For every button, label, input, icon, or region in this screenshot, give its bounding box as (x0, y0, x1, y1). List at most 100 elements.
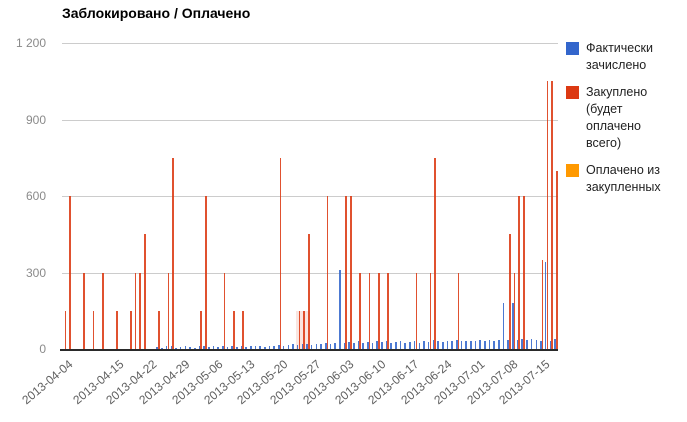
bar-fact-2013-06-17[interactable] (409, 341, 411, 349)
bar-fact-2013-05-28[interactable] (315, 344, 318, 349)
bar-purchased-2013-04-27[interactable] (172, 157, 174, 350)
bar-fact-2013-07-10[interactable] (516, 340, 519, 349)
bar-purchased-2013-06-08[interactable] (368, 272, 371, 349)
bar-fact-2013-06-07[interactable] (362, 342, 364, 349)
bar-purchased-2013-07-16[interactable] (546, 81, 549, 350)
bar-fact-2013-07-04[interactable] (488, 340, 491, 349)
bar-purchased-2013-04-24[interactable] (158, 310, 160, 350)
bar-fact-2013-06-08[interactable] (367, 341, 369, 349)
bar-purchased-2013-05-04[interactable] (204, 196, 207, 349)
bar-fact-2013-06-14[interactable] (395, 341, 397, 349)
bar-fact-2013-05-09[interactable] (226, 347, 229, 349)
bar-purchased-2013-05-10[interactable] (233, 310, 235, 350)
bar-fact-2013-05-01[interactable] (189, 347, 191, 349)
bar-fact-2013-07-11[interactable] (521, 338, 524, 349)
bar-fact-2013-06-05[interactable] (353, 342, 355, 349)
bar-purchased-2013-06-03[interactable] (345, 196, 347, 349)
bar-fact-2013-05-23[interactable] (292, 344, 294, 349)
bar-fact-2013-06-25[interactable] (446, 340, 449, 349)
bar-fact-2013-07-16[interactable] (544, 262, 547, 349)
bar-fact-2013-06-16[interactable] (404, 342, 407, 349)
bar-fact-2013-05-11[interactable] (236, 347, 238, 349)
bar-fact-2013-07-01[interactable] (474, 340, 477, 349)
bar-fact-2013-04-24[interactable] (156, 347, 159, 349)
bar-purchased-2013-05-26[interactable] (307, 234, 310, 350)
bar-purchased-2013-06-06[interactable] (359, 272, 361, 349)
bar-purchased-2013-07-09[interactable] (513, 272, 516, 349)
bar-fact-2013-04-29[interactable] (179, 347, 182, 349)
bar-fact-2013-06-01[interactable] (334, 343, 336, 349)
bar-fact-2013-07-08[interactable] (507, 340, 510, 349)
bar-fact-2013-05-16[interactable] (259, 346, 262, 349)
bar-fact-2013-05-27[interactable] (310, 345, 313, 349)
bar-fact-2013-04-30[interactable] (184, 346, 187, 349)
bar-fact-2013-07-12[interactable] (526, 340, 528, 349)
bar-fact-2013-06-23[interactable] (437, 341, 439, 349)
bar-purchased-2013-06-27[interactable] (457, 272, 460, 349)
bar-fact-2013-05-14[interactable] (250, 346, 252, 349)
bar-fact-2013-06-10[interactable] (376, 341, 378, 349)
bar-purchased-2013-04-15[interactable] (116, 310, 118, 350)
bar-fact-2013-07-14[interactable] (535, 340, 538, 349)
bar-fact-2013-05-04[interactable] (203, 345, 205, 349)
bar-fact-2013-05-12[interactable] (240, 346, 243, 349)
bar-fact-2013-07-15[interactable] (540, 341, 542, 349)
bar-fact-2013-06-15[interactable] (399, 341, 402, 349)
bar-fact-2013-05-13[interactable] (245, 347, 247, 349)
bar-purchased-2013-05-03[interactable] (200, 310, 202, 350)
bar-purchased-2013-04-10[interactable] (92, 310, 95, 350)
bar-purchased-2013-07-17[interactable] (551, 81, 553, 350)
bar-fact-2013-05-17[interactable] (264, 347, 266, 349)
bar-fact-2013-05-20[interactable] (278, 345, 280, 349)
bar-fact-2013-05-29[interactable] (320, 343, 322, 349)
bar-purchased-2013-05-30[interactable] (326, 196, 329, 349)
bar-fact-2013-04-27[interactable] (170, 345, 173, 349)
bar-fact-2013-06-09[interactable] (371, 342, 374, 349)
bar-fact-2013-06-26[interactable] (451, 341, 453, 349)
bar-fact-2013-07-09[interactable] (512, 303, 514, 349)
bar-fact-2013-06-21[interactable] (427, 341, 430, 349)
bar-purchased-2013-05-24[interactable] (298, 310, 301, 350)
bar-fact-2013-07-17[interactable] (549, 340, 552, 349)
bar-fact-2013-06-18[interactable] (413, 341, 416, 349)
bar-fact-2013-05-26[interactable] (306, 343, 308, 349)
bar-purchased-2013-06-04[interactable] (350, 196, 352, 349)
bar-fact-2013-05-07[interactable] (217, 347, 219, 349)
bar-purchased-2013-06-18[interactable] (415, 272, 418, 349)
bar-fact-2013-06-06[interactable] (357, 341, 360, 349)
bar-purchased-2013-04-26[interactable] (167, 272, 170, 349)
bar-fact-2013-04-26[interactable] (165, 346, 168, 349)
bar-purchased-2013-06-10[interactable] (378, 272, 380, 349)
bar-fact-2013-07-06[interactable] (498, 340, 500, 349)
bar-fact-2013-06-04[interactable] (348, 341, 350, 349)
bar-fact-2013-05-02[interactable] (193, 347, 196, 349)
bar-fact-2013-07-02[interactable] (479, 340, 481, 349)
bar-fact-2013-06-30[interactable] (469, 341, 472, 349)
bar-purchased-2013-07-15[interactable] (541, 259, 544, 350)
bar-purchased-2013-04-05[interactable] (69, 196, 71, 349)
bar-fact-2013-05-22[interactable] (287, 345, 290, 349)
bar-fact-2013-07-13[interactable] (530, 339, 533, 349)
bar-purchased-2013-04-18[interactable] (130, 310, 132, 350)
bar-fact-2013-06-27[interactable] (455, 340, 458, 349)
bar-purchased-2013-07-10[interactable] (518, 196, 521, 349)
bar-fact-2013-06-29[interactable] (465, 340, 467, 349)
bar-purchased-2013-06-12[interactable] (387, 272, 390, 349)
bar-fact-2013-06-22[interactable] (432, 340, 435, 349)
bar-purchased-2013-07-11[interactable] (523, 196, 525, 349)
bar-fact-2013-05-31[interactable] (329, 343, 332, 349)
bar-fact-2013-06-13[interactable] (390, 342, 393, 349)
bar-fact-2013-06-02[interactable] (338, 269, 341, 349)
bar-fact-2013-04-28[interactable] (175, 347, 177, 349)
bar-purchased-2013-04-08[interactable] (83, 272, 85, 349)
bar-purchased-2013-04-21[interactable] (144, 234, 146, 350)
bar-fact-2013-06-24[interactable] (441, 341, 444, 349)
bar-fact-2013-04-25[interactable] (161, 347, 163, 349)
bar-fact-2013-05-24[interactable] (296, 345, 299, 349)
bar-fact-2013-06-20[interactable] (423, 341, 425, 349)
bar-purchased-2013-06-21[interactable] (429, 272, 432, 349)
bar-fact-2013-06-19[interactable] (418, 342, 421, 349)
bar-purchased-2013-05-25[interactable] (303, 310, 305, 350)
bar-fact-2013-05-21[interactable] (282, 345, 285, 349)
bar-fact-2013-07-18[interactable] (554, 339, 556, 349)
